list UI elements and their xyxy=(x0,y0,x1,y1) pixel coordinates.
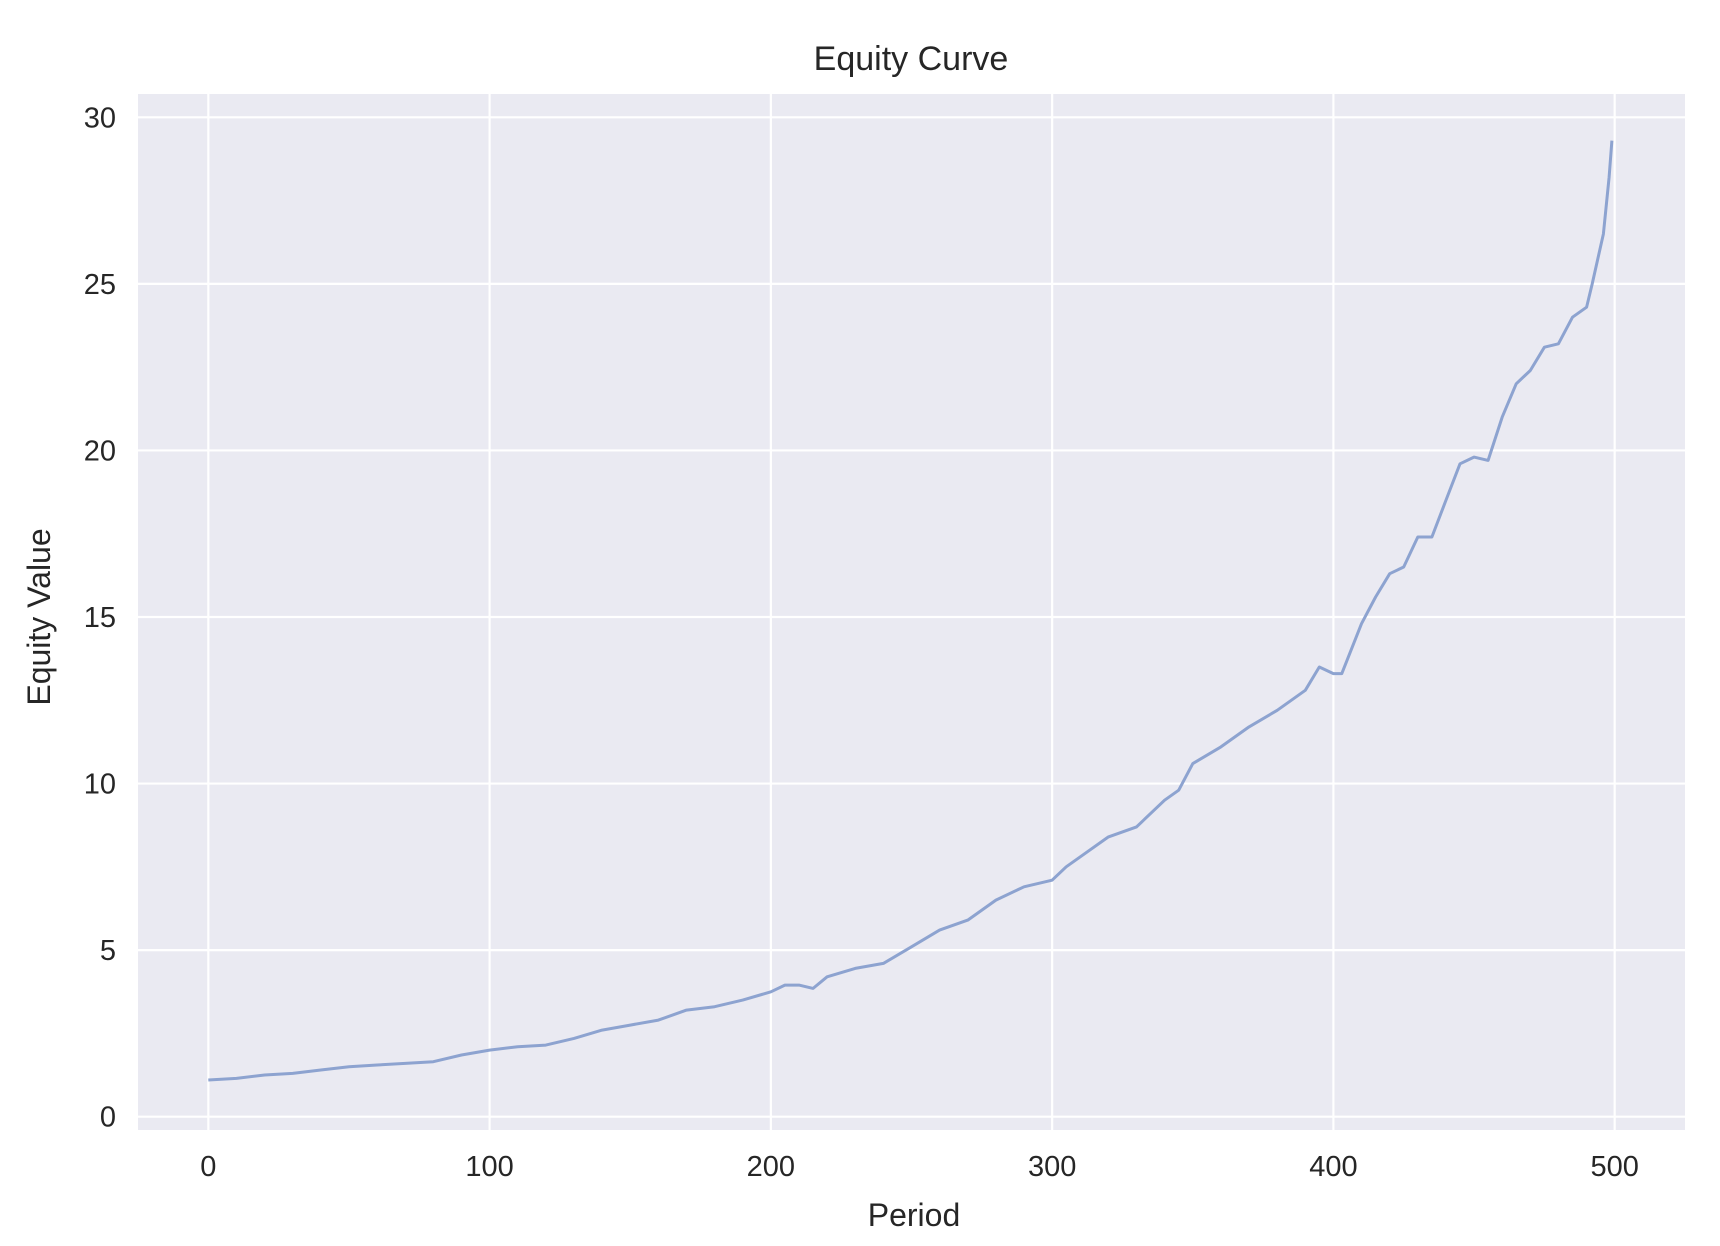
y-tick-label: 5 xyxy=(100,935,116,967)
x-tick-label: 500 xyxy=(1590,1151,1638,1183)
y-tick-label: 30 xyxy=(84,102,116,134)
x-tick-label: 100 xyxy=(465,1151,513,1183)
equity-line xyxy=(208,140,1614,1082)
y-tick-label: 15 xyxy=(84,602,116,634)
x-tick-label: 300 xyxy=(1028,1151,1076,1183)
chart-title: Equity Curve xyxy=(814,40,1009,78)
y-tick-label: 25 xyxy=(84,269,116,301)
plot-background xyxy=(138,94,1685,1130)
gridlines xyxy=(138,94,1685,1130)
y-tick-label: 20 xyxy=(84,435,116,467)
y-axis-label: Equity Value xyxy=(21,528,57,705)
y-tick-label: 10 xyxy=(84,769,116,801)
y-tick-label: 0 xyxy=(100,1102,116,1134)
x-tick-label: 0 xyxy=(200,1151,216,1183)
x-tick-label: 400 xyxy=(1309,1151,1357,1183)
tick-labels: 0 100 200 300 400 500 0 5 10 15 20 25 30 xyxy=(84,102,1639,1183)
x-axis-label: Period xyxy=(868,1197,961,1233)
x-tick-label: 200 xyxy=(747,1151,795,1183)
